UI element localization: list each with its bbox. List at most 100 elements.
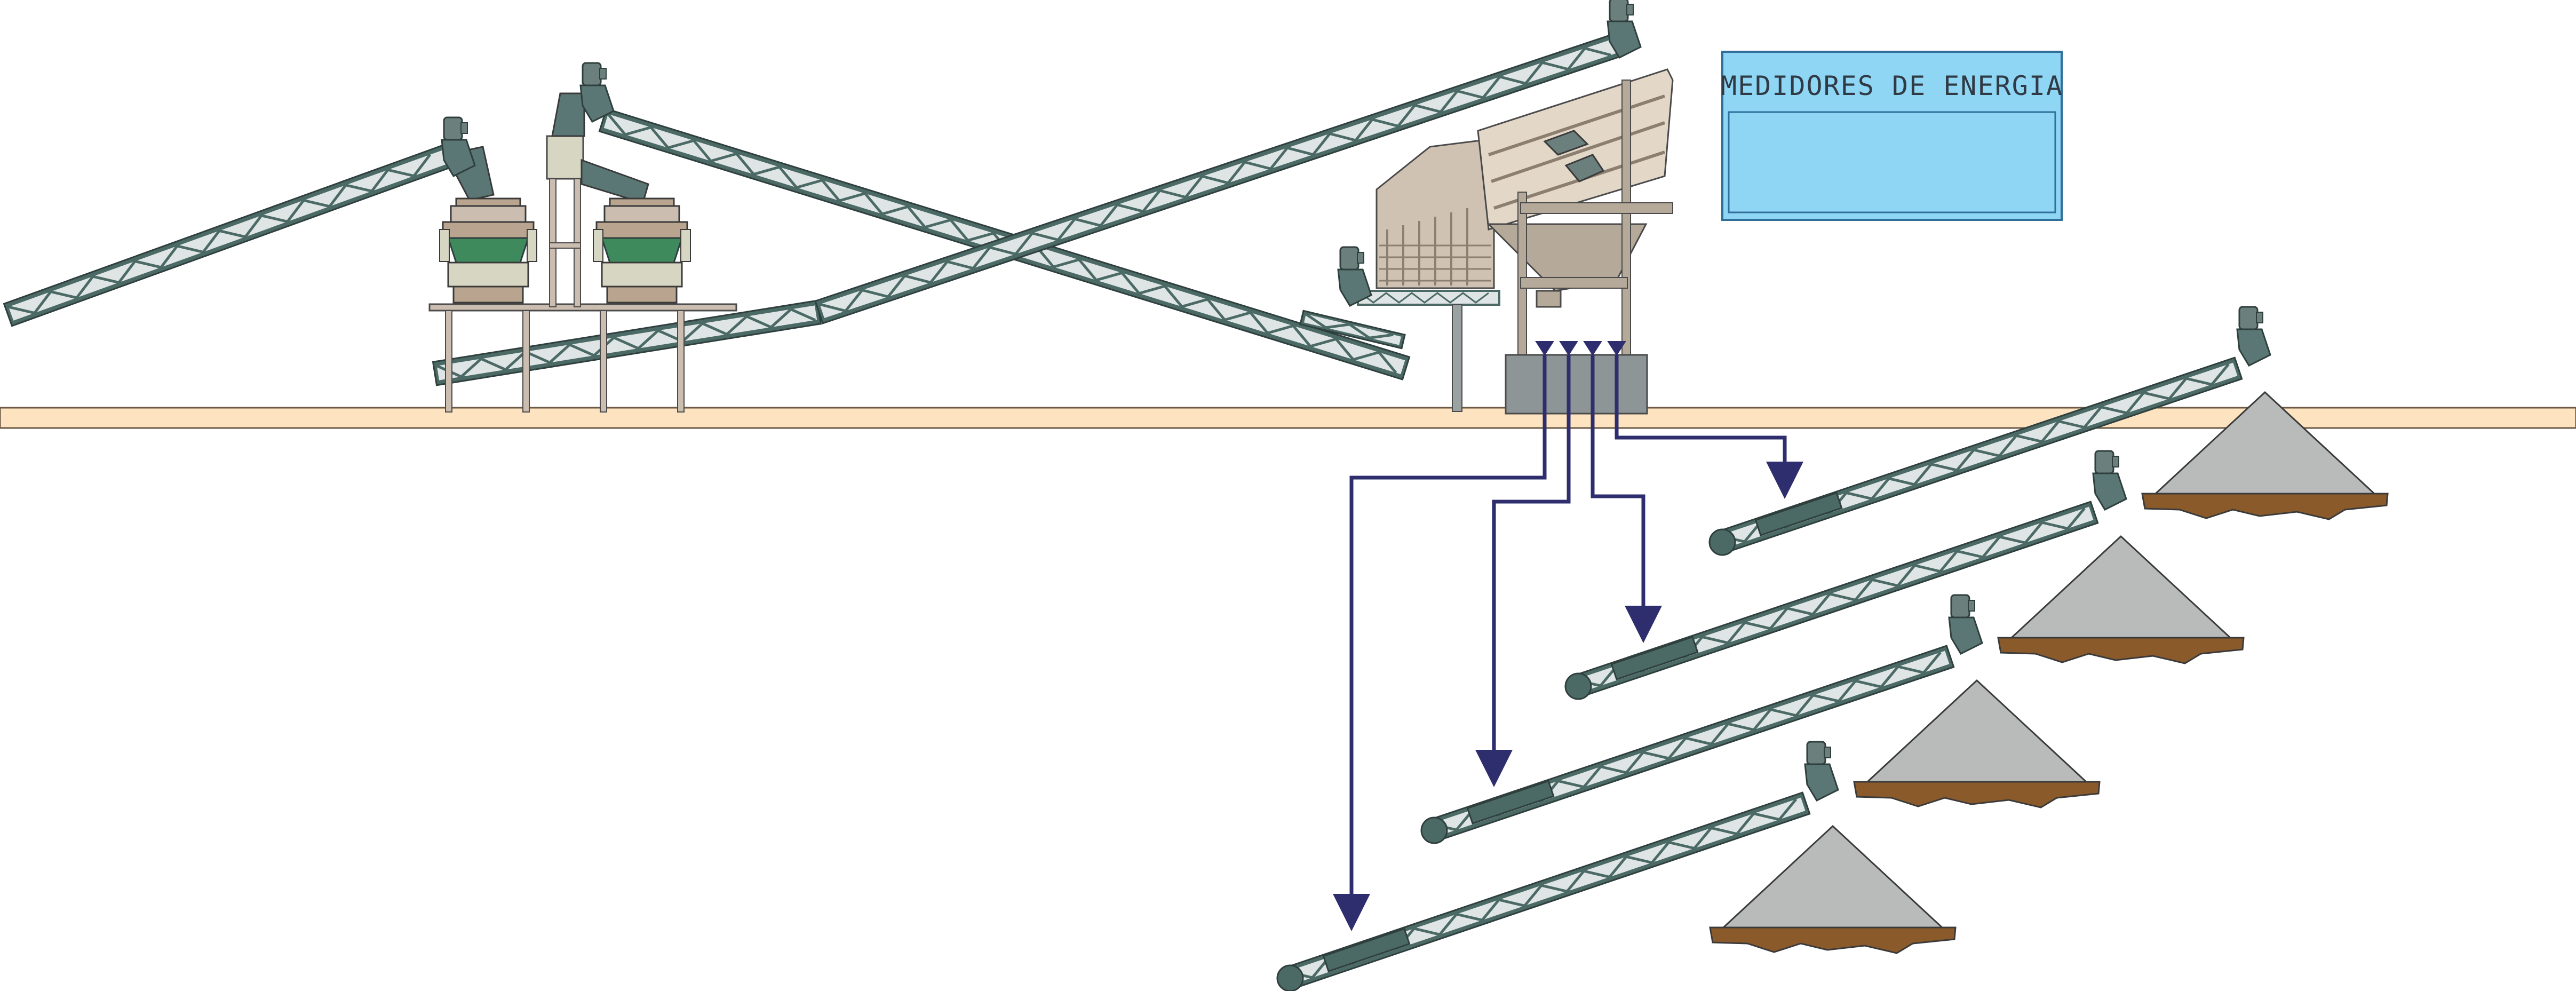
screen-station	[1357, 68, 1674, 415]
conveyor-zigzag	[8, 154, 432, 315]
motor-shaft	[1824, 747, 1831, 758]
crusher-body	[600, 237, 683, 264]
motor-housing	[1339, 246, 1359, 271]
motor-group	[441, 0, 2271, 802]
motor-housing	[443, 116, 463, 141]
motor-housing	[2238, 306, 2259, 330]
crusher-side	[680, 229, 691, 262]
screen-column	[1621, 80, 1631, 358]
crusher-feed-ring	[450, 205, 527, 223]
crusher-side	[439, 229, 450, 262]
crusher-top-plate	[455, 197, 521, 207]
stockpiles	[1709, 391, 2389, 954]
crusher-station	[428, 92, 737, 413]
crusher-skirt	[452, 286, 524, 304]
flow-arrow-icon	[1591, 355, 1662, 643]
crusher-discharge-conveyor	[432, 299, 822, 386]
soil-base	[1997, 637, 2245, 664]
conveyor-zigzag	[819, 46, 1611, 313]
soil-base	[1853, 781, 2101, 808]
crusher-collar	[442, 221, 535, 239]
motor-shaft	[2112, 456, 2119, 467]
flow-arrow-icon	[1615, 355, 1803, 499]
flow-lines	[1333, 355, 1803, 931]
motor-shaft	[460, 122, 468, 134]
crusher-body	[447, 237, 530, 264]
discharge-triangle-icon	[1583, 341, 1602, 356]
discharge-triangle-icon	[1607, 341, 1626, 356]
motor-shaft	[1357, 252, 1364, 264]
screen-deck-stripe	[1491, 121, 1665, 183]
belt-feeder	[1466, 780, 1555, 824]
crusher-base	[447, 261, 529, 288]
motor-shaft	[2256, 312, 2263, 323]
crusher-feed-ring	[603, 205, 680, 223]
motor-housing	[1806, 741, 1826, 765]
motor-shaft	[1626, 4, 1634, 15]
crusher-platform	[428, 303, 737, 312]
screen-underflow-conveyor	[1299, 310, 1406, 350]
motor-icon	[1804, 741, 1839, 802]
platform-leg	[677, 310, 685, 413]
flow-arrow-icon	[1475, 355, 1571, 787]
motor-shaft	[599, 68, 607, 80]
panel-display	[1728, 111, 2056, 213]
product-conveyor	[1713, 356, 2243, 555]
feeder-tower	[546, 135, 584, 180]
drive-head	[2236, 328, 2271, 367]
stockpile	[1721, 824, 1944, 929]
discharge-triangle-icon	[1559, 341, 1578, 356]
stockpile	[2009, 535, 2232, 639]
motor-icon	[1607, 0, 1642, 59]
conveyor-truss	[9, 150, 448, 321]
drive-head	[579, 84, 615, 123]
motor-icon	[1337, 246, 1372, 307]
motor-icon	[1948, 594, 1983, 655]
support-post	[1452, 304, 1462, 412]
drive-head	[2092, 472, 2127, 511]
tower-brace	[549, 242, 581, 249]
soil-base	[2141, 493, 2389, 520]
screen-chute	[1564, 154, 1605, 183]
soil-base	[1709, 926, 1957, 954]
crusher-base	[601, 261, 683, 288]
tail-pulley	[1276, 964, 1304, 991]
belt-feeder	[1754, 491, 1843, 536]
belt-feeder	[1322, 927, 1411, 972]
discharge-triangle-icon	[1535, 341, 1554, 356]
crusher	[593, 197, 691, 304]
platform-leg	[445, 310, 452, 413]
screen-deck-stripe	[1488, 94, 1665, 156]
tail-pulley	[1708, 528, 1736, 556]
conveyor-zigzag	[436, 307, 816, 378]
motor-icon	[2092, 450, 2127, 511]
motor-housing	[582, 62, 602, 86]
crusher-skirt	[606, 286, 678, 304]
tail-pulley	[1420, 816, 1448, 844]
storage-bin	[1505, 354, 1648, 415]
hopper-outlet	[1536, 290, 1562, 308]
drive-head	[1607, 20, 1642, 59]
deck-zigzag	[1360, 292, 1489, 304]
crusher-top-plate	[609, 197, 675, 207]
drive-head	[1948, 616, 1983, 655]
crusher-collar	[595, 221, 688, 239]
flow-arrow-icon	[1333, 355, 1547, 931]
motor-icon	[579, 62, 615, 123]
motor-housing	[1609, 0, 1629, 22]
motor-icon	[2236, 306, 2271, 367]
support-deck	[1357, 290, 1500, 306]
motor-housing	[1950, 594, 1970, 619]
drive-head	[1804, 763, 1839, 802]
crusher-side	[593, 229, 603, 262]
conveyor-zigzag	[1305, 313, 1394, 339]
screen-beam	[1520, 202, 1673, 214]
panel-title: MEDIDORES DE ENERGIA	[1721, 70, 2063, 101]
screen-beam	[1520, 277, 1628, 289]
tail-pulley	[1564, 672, 1592, 700]
stockpile	[1865, 679, 2088, 783]
screen-column	[1517, 192, 1527, 358]
ground-level	[0, 407, 2576, 429]
feed-conveyor	[3, 144, 454, 327]
